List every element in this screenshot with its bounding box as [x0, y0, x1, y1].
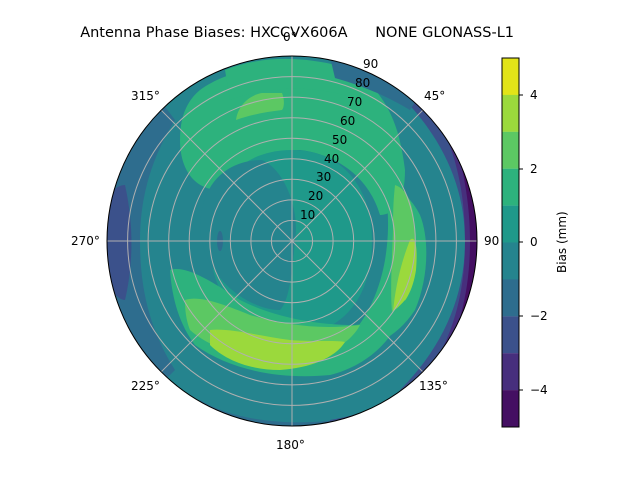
- angle-label-180: 180°: [276, 438, 305, 452]
- polar-grid: [107, 56, 477, 426]
- angle-label-225: 225°: [131, 379, 160, 393]
- angle-label-135: 135°: [419, 379, 448, 393]
- radial-label-10: 10: [300, 208, 316, 222]
- colorbar-tick-4: 4: [530, 88, 538, 102]
- title-signal: NONE GLONASS-L1: [375, 25, 515, 41]
- angle-label-270: 270°: [71, 234, 100, 248]
- colorbar-tick-2: 2: [530, 162, 538, 176]
- radial-label-90: 90: [363, 57, 379, 71]
- radial-label-70: 70: [347, 95, 363, 109]
- radial-label-80: 80: [355, 76, 371, 90]
- chart-title: Antenna Phase Biases: HXCCVX606A NONE GL…: [0, 9, 585, 41]
- colorbar-tick-neg2: −2: [530, 309, 548, 323]
- radial-label-30: 30: [316, 170, 332, 184]
- colorbar-tick-neg4: −4: [530, 383, 548, 397]
- radial-label-20: 20: [308, 189, 324, 203]
- plot-border: [106, 55, 478, 427]
- angle-label-315: 315°: [131, 89, 160, 103]
- colorbar-label: Bias (mm): [555, 211, 569, 273]
- radial-label-40: 40: [324, 152, 340, 166]
- radial-label-50: 50: [332, 133, 348, 147]
- angle-label-45: 45°: [424, 89, 446, 103]
- colorbar-tick-0: 0: [530, 235, 538, 249]
- title-antenna: Antenna Phase Biases: HXCCVX606A: [80, 25, 348, 41]
- radial-label-60: 60: [340, 114, 356, 128]
- colorbar: [501, 57, 523, 428]
- angle-label-0: 0°: [283, 30, 297, 44]
- angle-label-90: 90: [484, 234, 500, 248]
